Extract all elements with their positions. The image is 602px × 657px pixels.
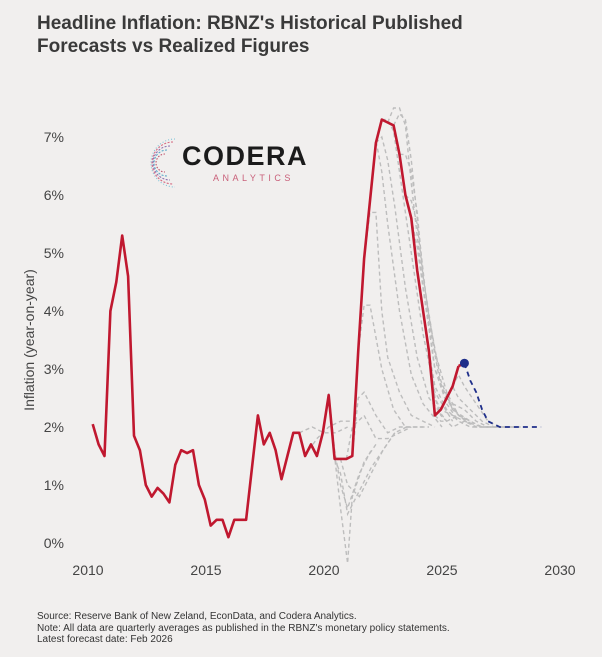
y-tick-label: 1% (44, 477, 64, 493)
forecast-line-24 (434, 414, 506, 428)
y-tick-label: 2% (44, 419, 64, 435)
x-tick-label: 2015 (190, 562, 221, 578)
realized-inflation-line (91, 118, 460, 539)
forecast-line-23 (428, 351, 500, 428)
x-tick-label: 2010 (72, 562, 103, 578)
y-tick-label: 0% (44, 535, 64, 551)
latest-data-point (459, 358, 469, 368)
forecast-line-9 (345, 414, 412, 460)
chart-footer: Source: Reserve Bank of New Zeland, Econ… (37, 611, 450, 646)
forecast-line-14 (375, 135, 448, 422)
y-tick-label: 3% (44, 361, 64, 377)
forecast-line-20 (410, 218, 477, 428)
forecast-line-25 (440, 396, 512, 428)
chart-title-line1: Headline Inflation: RBNZ's Historical Pu… (37, 13, 463, 34)
logo-subtitle: ANALYTICS (213, 173, 294, 183)
y-axis-ticks: 0% 1% 2% 3% 4% 5% 6% 7% (44, 129, 64, 551)
chart-title-line2: Forecasts vs Realized Figures (37, 36, 310, 57)
forecast-line-17 (392, 112, 467, 422)
codera-swirl-icon (150, 138, 176, 188)
y-tick-label: 5% (44, 245, 64, 261)
x-axis-ticks: 2010 2015 2020 2025 2030 (72, 562, 575, 578)
forecast-line-21 (416, 270, 488, 428)
forecast-line-3 (298, 426, 348, 434)
forecast-lines (298, 107, 524, 564)
logo-wordmark: CODERA (182, 141, 309, 171)
forecast-line-5 (322, 392, 372, 511)
forecast-line-6 (328, 397, 377, 564)
latest-forecast-date: Latest forecast date: Feb 2026 (37, 634, 173, 645)
chart-title: Headline Inflation: RBNZ's Historical Pu… (37, 12, 557, 58)
codera-logo: CODERA ANALYTICS (145, 136, 309, 190)
forecast-line-16 (387, 107, 460, 422)
latest-forecast-line (463, 362, 542, 428)
forecast-line-10 (351, 391, 424, 457)
source-note: Source: Reserve Bank of New Zeland, Econ… (37, 611, 357, 622)
forecast-line-7 (333, 432, 396, 517)
y-tick-label: 7% (44, 129, 64, 145)
realized-line-group (91, 118, 542, 539)
methodology-note: Note: All data are quarterly averages as… (37, 622, 450, 634)
x-tick-label: 2030 (544, 562, 575, 578)
x-tick-label: 2020 (308, 562, 339, 578)
y-axis-title: Inflation (year-on-year) (21, 269, 37, 411)
x-tick-label: 2025 (426, 562, 457, 578)
forecast-line-11 (357, 304, 429, 428)
forecast-line-19 (404, 194, 471, 422)
y-tick-label: 6% (44, 187, 64, 203)
forecast-line-26 (446, 384, 518, 428)
forecast-line-18 (399, 153, 471, 422)
forecast-line-4 (304, 420, 353, 457)
y-tick-label: 4% (44, 303, 64, 319)
